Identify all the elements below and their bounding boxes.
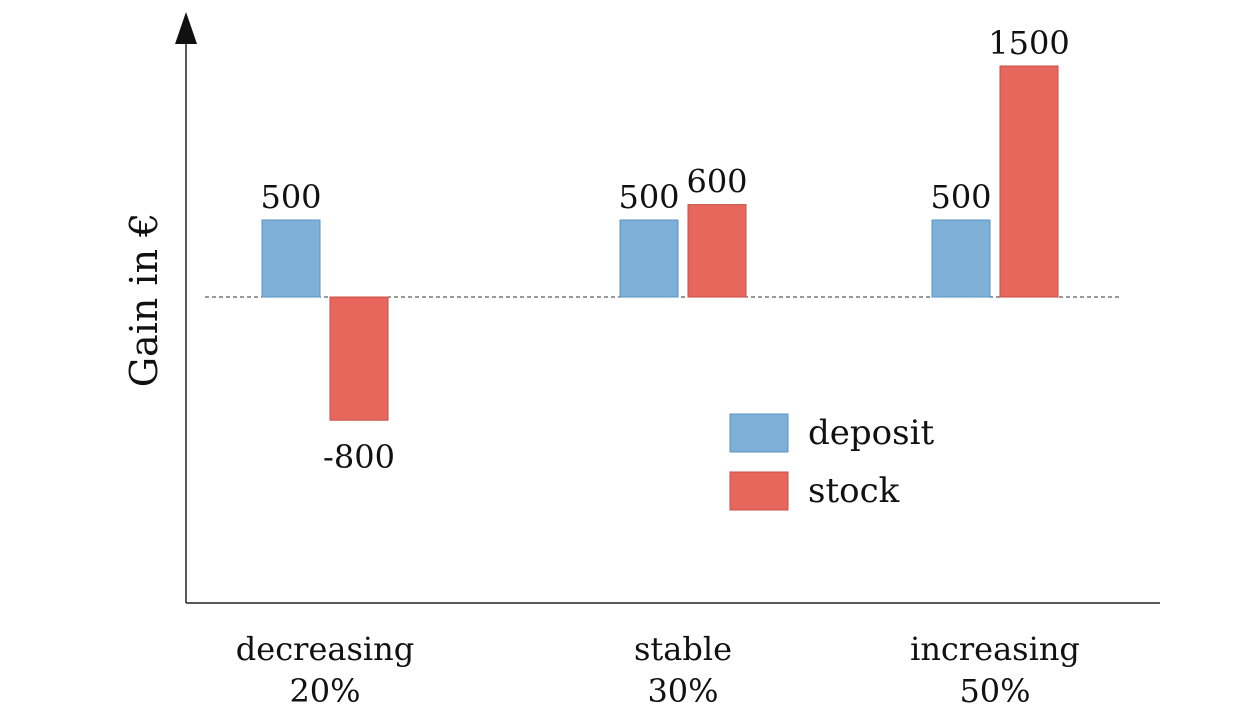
bar-deposit-increasing	[931, 219, 991, 298]
bar-deposit-stable	[619, 219, 679, 298]
category-share-stable: 30%	[647, 672, 718, 710]
bar-stock-increasing	[999, 65, 1059, 298]
bar-label-stock-increasing: 1500	[988, 24, 1069, 62]
bar-label-stock-stable: 600	[686, 163, 747, 201]
category-label-decreasing: decreasing	[236, 630, 414, 668]
legend-label-deposit: deposit	[808, 413, 934, 453]
legend-label-stock: stock	[808, 471, 900, 511]
bar-label-deposit-decreasing: 500	[260, 178, 321, 216]
legend-swatch-stock	[729, 471, 789, 511]
category-share-increasing: 50%	[959, 672, 1030, 710]
legend-swatch-deposit	[729, 413, 789, 453]
bar-label-deposit-increasing: 500	[930, 178, 991, 216]
bar-label-stock-decreasing: -800	[323, 438, 395, 476]
bar-label-deposit-stable: 500	[618, 178, 679, 216]
category-labels-group: decreasing 20% stable 30% increasing 50%	[236, 630, 1080, 710]
y-axis-label: Gain in €	[122, 213, 166, 388]
bar-stock-stable	[687, 204, 747, 298]
y-axis-arrow-icon	[175, 12, 197, 44]
legend: deposit stock	[729, 413, 934, 511]
category-share-decreasing: 20%	[289, 672, 360, 710]
bar-stock-decreasing	[329, 296, 389, 421]
category-label-increasing: increasing	[910, 630, 1080, 668]
bar-deposit-decreasing	[261, 219, 321, 298]
category-label-stable: stable	[634, 630, 732, 668]
bars-group	[261, 65, 1059, 421]
